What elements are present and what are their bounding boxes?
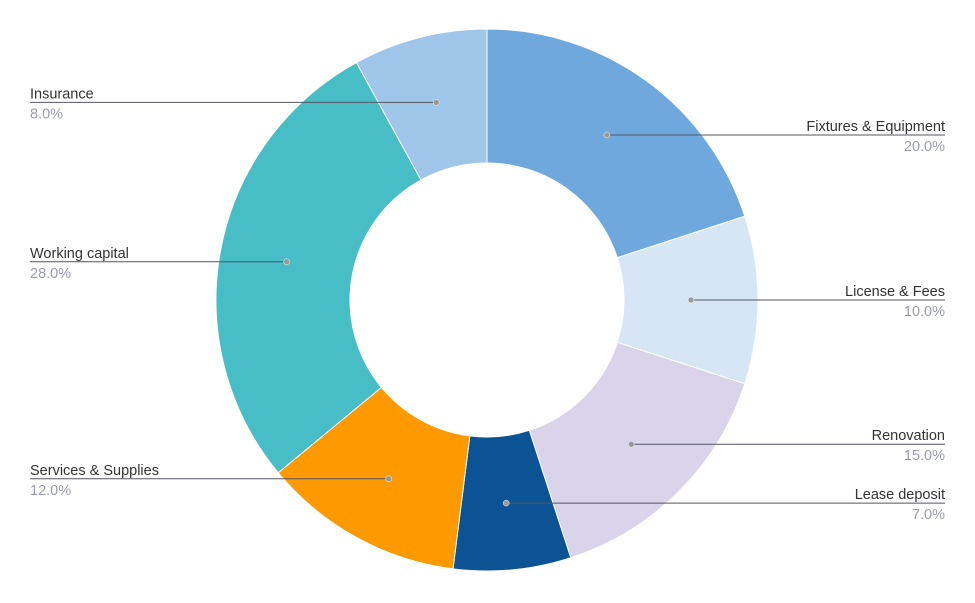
slice-value-label-services-and-supplies: 12.0% (30, 483, 71, 499)
slice-value-label-insurance: 8.0% (30, 106, 63, 122)
labels-group: Fixtures & Equipment 20.0% License & Fees 1… (30, 86, 945, 523)
slice-label-renovation: Renovation (872, 428, 945, 444)
slice-value-label-renovation: 15.0% (904, 448, 945, 464)
slice-label-insurance: Insurance (30, 86, 94, 102)
slice-value-label-lease-deposit: 7.0% (912, 507, 945, 523)
slice-value-label-working-capital: 28.0% (30, 266, 71, 282)
slice-insurance (355, 28, 488, 181)
slice-label-working-capital: Working capital (30, 246, 129, 262)
slices-group (215, 28, 759, 572)
slice-renovation (528, 341, 746, 559)
leader-dot-renovation (627, 440, 635, 448)
slice-label-lease-deposit: Lease deposit (855, 487, 945, 503)
slice-fixtures-and-equipment (486, 28, 746, 259)
slice-value-label-license-and-fees: 10.0% (904, 304, 945, 320)
slice-label-services-and-supplies: Services & Supplies (30, 463, 159, 479)
leader-dot-working-capital (283, 258, 290, 266)
leader-dot-lease-deposit (502, 499, 510, 507)
leader-dot-services-and-supplies (385, 475, 392, 483)
leader-dot-insurance (433, 99, 440, 106)
leader-lines-group (30, 99, 945, 507)
leader-dot-fixtures-and-equipment (603, 131, 611, 139)
slice-label-license-and-fees: License & Fees (845, 284, 945, 300)
slice-working-capital (215, 61, 422, 474)
leader-dot-license-and-fees (687, 296, 695, 304)
slice-label-fixtures-and-equipment: Fixtures & Equipment (806, 119, 945, 135)
slice-value-label-fixtures-and-equipment: 20.0% (904, 139, 945, 155)
